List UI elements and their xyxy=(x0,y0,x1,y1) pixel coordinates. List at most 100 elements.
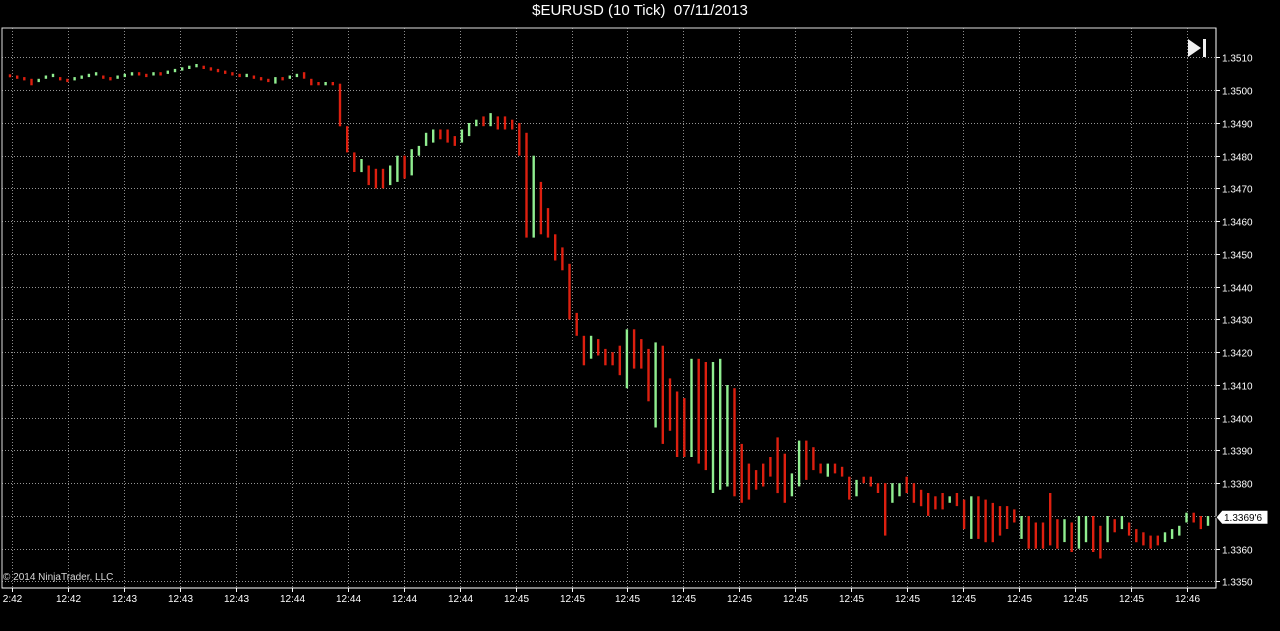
y-tick-label: 1.3430 xyxy=(1222,316,1253,327)
price-bar xyxy=(66,78,69,83)
y-tick-label: 1.3500 xyxy=(1222,87,1253,98)
price-bar xyxy=(783,453,786,503)
price-bar xyxy=(482,116,485,127)
price-bar xyxy=(812,447,815,471)
price-bar xyxy=(130,72,134,76)
last-price-label: 1.3369'6 xyxy=(1224,513,1262,524)
x-axis-ticks: 2:42 12:42 12:43 12:43 12:43 12:44 12:44 12:44 1… xyxy=(3,588,1200,605)
price-bar xyxy=(919,489,923,507)
price-bar xyxy=(1056,519,1059,549)
x-tick-label: 12:45 xyxy=(504,594,529,605)
price-bar xyxy=(353,152,356,172)
price-bar xyxy=(891,483,894,503)
price-bar xyxy=(87,73,91,78)
price-bar xyxy=(360,159,363,173)
copyright-text: © 2014 NinjaTrader, LLC xyxy=(3,572,114,583)
price-bar xyxy=(489,113,492,127)
price-bar xyxy=(381,168,385,189)
x-tick-label: 12:45 xyxy=(895,594,920,605)
y-tick-label: 1.3420 xyxy=(1222,349,1253,360)
price-bar xyxy=(661,345,664,444)
price-bar xyxy=(797,440,801,487)
price-bar xyxy=(1192,512,1195,523)
last-price-marker: 1.3369'6 xyxy=(1215,509,1269,525)
price-bar xyxy=(1092,516,1095,552)
x-tick-label: 12:45 xyxy=(671,594,696,605)
price-bar xyxy=(389,165,392,186)
price-bar xyxy=(410,149,413,176)
price-bar xyxy=(30,78,33,86)
price-bar xyxy=(1013,509,1016,523)
x-tick-label: 12:44 xyxy=(392,594,417,605)
price-bar xyxy=(697,358,700,464)
plot-area-frame xyxy=(1,27,1217,589)
price-bar xyxy=(762,463,765,487)
price-bar xyxy=(546,208,550,238)
price-bar xyxy=(467,123,471,137)
x-tick-label: 12:45 xyxy=(1119,594,1144,605)
price-bar xyxy=(346,126,349,153)
price-bar xyxy=(1185,512,1188,523)
price-bar xyxy=(1020,516,1023,539)
price-bar xyxy=(102,75,105,79)
price-bar xyxy=(805,440,808,480)
price-bar xyxy=(1034,522,1037,549)
price-bar xyxy=(439,129,442,140)
price-bar xyxy=(733,388,736,497)
price-bar xyxy=(446,129,449,143)
price-bar xyxy=(991,502,994,543)
scroll-to-end-button[interactable] xyxy=(1184,36,1210,60)
x-tick-label: 12:44 xyxy=(280,594,305,605)
price-bar xyxy=(496,116,499,130)
price-bar xyxy=(37,78,40,83)
price-bar xyxy=(962,499,966,530)
price-bar xyxy=(675,391,679,457)
price-bar xyxy=(927,493,930,516)
x-tick-label: 12:44 xyxy=(448,594,473,605)
price-bar xyxy=(711,362,715,493)
y-tick-label: 1.3390 xyxy=(1222,447,1253,458)
price-bar xyxy=(259,77,263,81)
price-bar xyxy=(984,499,987,543)
price-bar xyxy=(80,75,83,79)
y-tick-label: 1.3510 xyxy=(1222,54,1253,65)
price-bar xyxy=(618,345,621,376)
price-bar xyxy=(503,116,507,130)
price-bar xyxy=(1027,516,1030,549)
price-bar xyxy=(1106,516,1109,543)
price-bar xyxy=(1077,516,1081,549)
price-bar xyxy=(754,470,758,490)
price-bar xyxy=(683,398,686,457)
price-bar xyxy=(998,506,1002,536)
x-tick-label: 12:42 xyxy=(56,594,81,605)
price-bar xyxy=(769,457,772,477)
price-bar xyxy=(554,234,557,261)
price-bar xyxy=(417,145,421,156)
price-bar xyxy=(1070,522,1073,552)
price-bar xyxy=(109,77,112,81)
price-bar xyxy=(632,329,636,369)
price-bar xyxy=(568,263,571,320)
chart-title: $EURUSD (10 Tick) 07/11/2013 xyxy=(532,2,748,19)
price-bar xyxy=(1063,519,1066,543)
price-bar xyxy=(475,119,478,127)
price-bar xyxy=(970,496,973,539)
price-bar xyxy=(23,77,26,81)
price-bar xyxy=(1113,519,1116,533)
price-bar xyxy=(704,362,707,471)
price-bar xyxy=(209,67,213,71)
price-bar xyxy=(16,75,19,79)
price-bar xyxy=(589,335,593,359)
x-tick-label: 12:45 xyxy=(839,594,864,605)
price-bar xyxy=(719,358,722,490)
price-bar xyxy=(181,67,184,71)
price-bar xyxy=(1170,529,1174,539)
price-bar xyxy=(668,378,672,431)
price-bar xyxy=(597,339,600,356)
price-bar xyxy=(654,342,657,428)
price-bar xyxy=(116,75,119,79)
price-bar xyxy=(912,483,916,503)
price-bar xyxy=(123,73,126,78)
price-bar xyxy=(8,74,12,78)
